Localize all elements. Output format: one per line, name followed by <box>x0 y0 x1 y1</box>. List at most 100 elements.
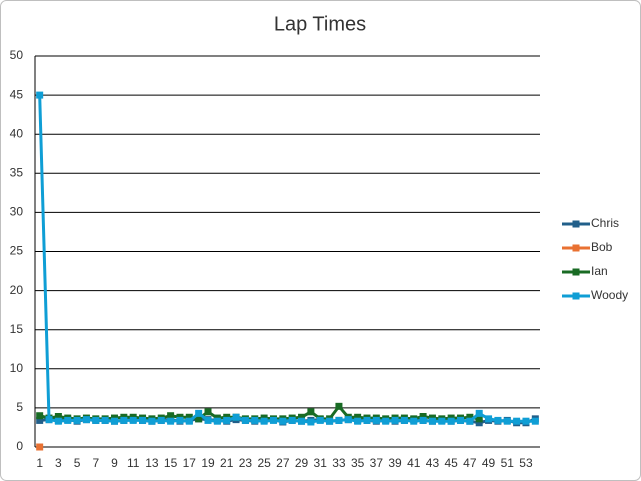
series-marker <box>438 417 446 425</box>
x-tick-label: 23 <box>239 456 253 470</box>
y-tick-label: 10 <box>10 361 24 375</box>
y-tick-label: 25 <box>10 244 24 258</box>
series-marker <box>54 413 62 421</box>
series-marker <box>522 417 530 425</box>
series-marker <box>307 418 315 426</box>
series-marker <box>185 413 193 421</box>
series-marker <box>466 417 474 425</box>
y-tick-label: 15 <box>10 322 24 336</box>
legend-marker <box>572 244 580 252</box>
series-marker <box>120 416 128 424</box>
series-marker <box>372 416 380 424</box>
series-marker <box>354 417 362 425</box>
series-marker <box>148 417 156 425</box>
x-tick-label: 17 <box>183 456 197 470</box>
series-marker <box>503 417 511 425</box>
x-tick-label: 41 <box>407 456 421 470</box>
x-tick-label: 3 <box>55 456 62 470</box>
series-marker <box>307 408 315 416</box>
series-marker <box>531 417 539 425</box>
chart-title: Lap Times <box>274 13 366 35</box>
x-tick-label: 31 <box>314 456 328 470</box>
series-marker <box>110 417 118 425</box>
series-marker <box>139 416 147 424</box>
series-marker <box>204 408 212 416</box>
series-marker <box>36 443 44 451</box>
series-marker <box>176 416 184 424</box>
series-marker <box>54 417 62 425</box>
series-marker <box>36 412 44 420</box>
series-marker <box>64 416 72 424</box>
series-marker <box>157 416 165 424</box>
series-marker <box>101 416 109 424</box>
x-tick-label: 25 <box>257 456 271 470</box>
x-tick-label: 13 <box>145 456 159 470</box>
x-tick-label: 7 <box>92 456 99 470</box>
series-marker <box>36 91 44 99</box>
series-marker <box>167 412 175 420</box>
series-marker <box>298 413 306 421</box>
y-tick-label: 40 <box>10 126 24 140</box>
series-marker <box>354 413 362 421</box>
legend-label: Bob <box>591 240 613 254</box>
series-marker <box>382 417 390 425</box>
x-tick-label: 35 <box>351 456 365 470</box>
series-marker <box>260 417 268 425</box>
x-tick-label: 1 <box>36 456 43 470</box>
series-marker <box>167 417 175 425</box>
series-marker <box>428 417 436 425</box>
x-tick-label: 29 <box>295 456 309 470</box>
x-tick-label: 53 <box>519 456 533 470</box>
series-marker <box>363 416 371 424</box>
series-marker <box>269 416 277 424</box>
x-tick-label: 21 <box>220 456 234 470</box>
legend-label: Chris <box>591 216 619 230</box>
series-marker <box>36 416 44 424</box>
legend-label: Woody <box>591 288 628 302</box>
x-tick-label: 19 <box>201 456 215 470</box>
x-tick-label: 51 <box>501 456 515 470</box>
series-marker <box>419 416 427 424</box>
series-marker <box>344 416 352 424</box>
series-marker <box>400 416 408 424</box>
y-tick-label: 30 <box>10 205 24 219</box>
y-tick-label: 50 <box>10 48 24 62</box>
series-marker <box>223 416 231 424</box>
x-tick-label: 27 <box>276 456 290 470</box>
series-marker <box>204 416 212 424</box>
series-marker <box>279 417 287 425</box>
series-marker <box>82 416 90 424</box>
x-tick-label: 49 <box>482 456 496 470</box>
y-tick-label: 5 <box>16 400 23 414</box>
x-tick-label: 47 <box>463 456 477 470</box>
series-marker <box>73 416 81 424</box>
y-tick-label: 35 <box>10 165 24 179</box>
series-marker <box>410 417 418 425</box>
y-tick-label: 0 <box>16 439 23 453</box>
x-tick-label: 15 <box>164 456 178 470</box>
series-marker <box>241 416 249 424</box>
legend-marker <box>572 268 580 276</box>
series-marker <box>466 413 474 421</box>
y-tick-label: 20 <box>10 283 24 297</box>
x-tick-label: 9 <box>111 456 118 470</box>
x-tick-label: 37 <box>370 456 384 470</box>
series-marker <box>447 417 455 425</box>
series-marker <box>391 416 399 424</box>
series-marker <box>335 416 343 424</box>
series-marker <box>419 413 427 421</box>
series-marker <box>475 415 483 423</box>
series-marker <box>316 416 324 424</box>
series-marker <box>92 416 100 424</box>
series-marker <box>129 416 137 424</box>
series-marker <box>185 417 193 425</box>
series-marker <box>457 416 465 424</box>
x-tick-label: 39 <box>388 456 402 470</box>
legend-marker <box>572 292 580 300</box>
x-tick-label: 43 <box>426 456 440 470</box>
series-marker <box>335 402 343 410</box>
x-tick-label: 45 <box>444 456 458 470</box>
series-marker <box>475 409 483 417</box>
legend-label: Ian <box>591 264 608 278</box>
